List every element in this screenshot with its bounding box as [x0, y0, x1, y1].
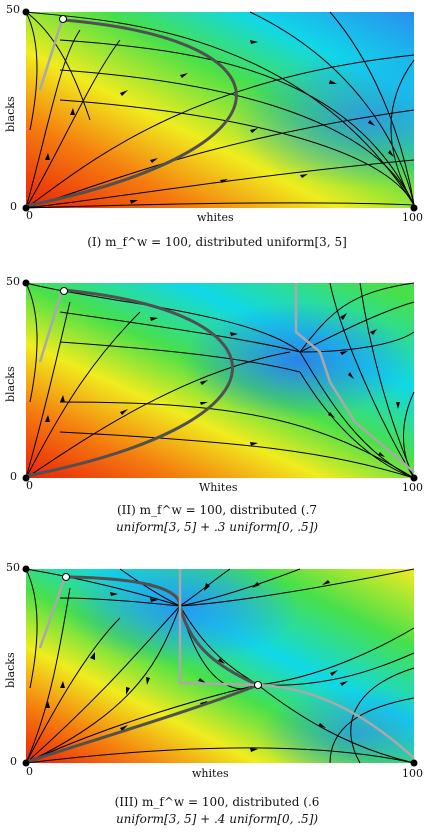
unstable-point — [254, 681, 262, 689]
phase-portrait-3 — [22, 565, 418, 767]
y-axis-label: blacks — [4, 96, 17, 132]
unstable-point — [62, 573, 70, 581]
unstable-point — [59, 15, 67, 23]
y-tick-top: 50 — [6, 3, 20, 16]
unstable-point — [60, 287, 68, 295]
y-tick-bottom: 0 — [10, 755, 17, 768]
equilibrium-point — [22, 474, 30, 482]
caption-line-2: uniform[3, 5] + .4 uniform[0, .5]) — [115, 812, 319, 826]
x-tick-right: 100 — [402, 211, 423, 224]
x-axis-label: whites — [197, 211, 234, 224]
x-tick-left: 0 — [26, 209, 33, 222]
panel-1: 50 0 0 100 whites blacks (I) m_f^w = 100… — [0, 0, 434, 270]
separatrix-curve — [25, 18, 238, 208]
x-tick-right: 100 — [402, 767, 423, 780]
y-tick-bottom: 0 — [10, 200, 17, 213]
y-tick-bottom: 0 — [10, 470, 17, 483]
equilibrium-point — [22, 204, 30, 212]
caption-line-1: (II) m_f^w = 100, distributed (.7 — [116, 503, 318, 517]
equilibrium-point — [22, 8, 30, 16]
caption: (III) m_f^w = 100, distributed (.6 unifo… — [0, 794, 434, 828]
flow-lines — [25, 282, 415, 479]
caption: (I) m_f^w = 100, distributed uniform[3, … — [0, 234, 434, 251]
caption-line-2: uniform[3, 5] + .3 uniform[0, .5]) — [115, 520, 319, 534]
x-tick-right: 100 — [402, 481, 423, 494]
equilibrium-point — [22, 279, 30, 287]
flow-lines — [25, 11, 415, 209]
panel-3: 50 0 0 100 whites blacks (III) m_f^w = 1… — [0, 558, 434, 836]
x-axis-label: Whites — [199, 481, 238, 494]
y-axis-label: blacks — [4, 652, 17, 688]
equilibrium-point — [22, 565, 30, 573]
boundary-curve — [38, 289, 64, 363]
x-tick-left: 0 — [26, 765, 33, 778]
caption-line-1: (III) m_f^w = 100, distributed (.6 — [114, 795, 320, 809]
flow-lines — [25, 568, 415, 764]
y-tick-top: 50 — [6, 561, 20, 574]
x-tick-left: 0 — [26, 479, 33, 492]
boundary-curve — [294, 283, 415, 473]
phase-portrait-2 — [22, 279, 418, 482]
equilibrium-point — [22, 759, 30, 767]
equilibrium-point — [410, 474, 418, 482]
boundary-curve — [38, 19, 64, 91]
separatrix-curve — [25, 288, 234, 478]
y-axis-label: blacks — [4, 366, 17, 402]
separatrix-curve — [25, 575, 262, 764]
caption: (II) m_f^w = 100, distributed (.7 unifor… — [0, 502, 434, 536]
equilibrium-point — [410, 204, 418, 212]
equilibrium-point — [410, 759, 418, 767]
boundary-curve — [38, 576, 67, 649]
y-tick-top: 50 — [6, 275, 20, 288]
x-axis-label: whites — [192, 767, 229, 780]
panel-2: 50 0 0 100 Whites blacks (II) m_f^w = 10… — [0, 272, 434, 542]
caption-line-1: (I) m_f^w = 100, distributed uniform[3, … — [87, 235, 347, 249]
phase-portrait-1 — [22, 8, 418, 212]
